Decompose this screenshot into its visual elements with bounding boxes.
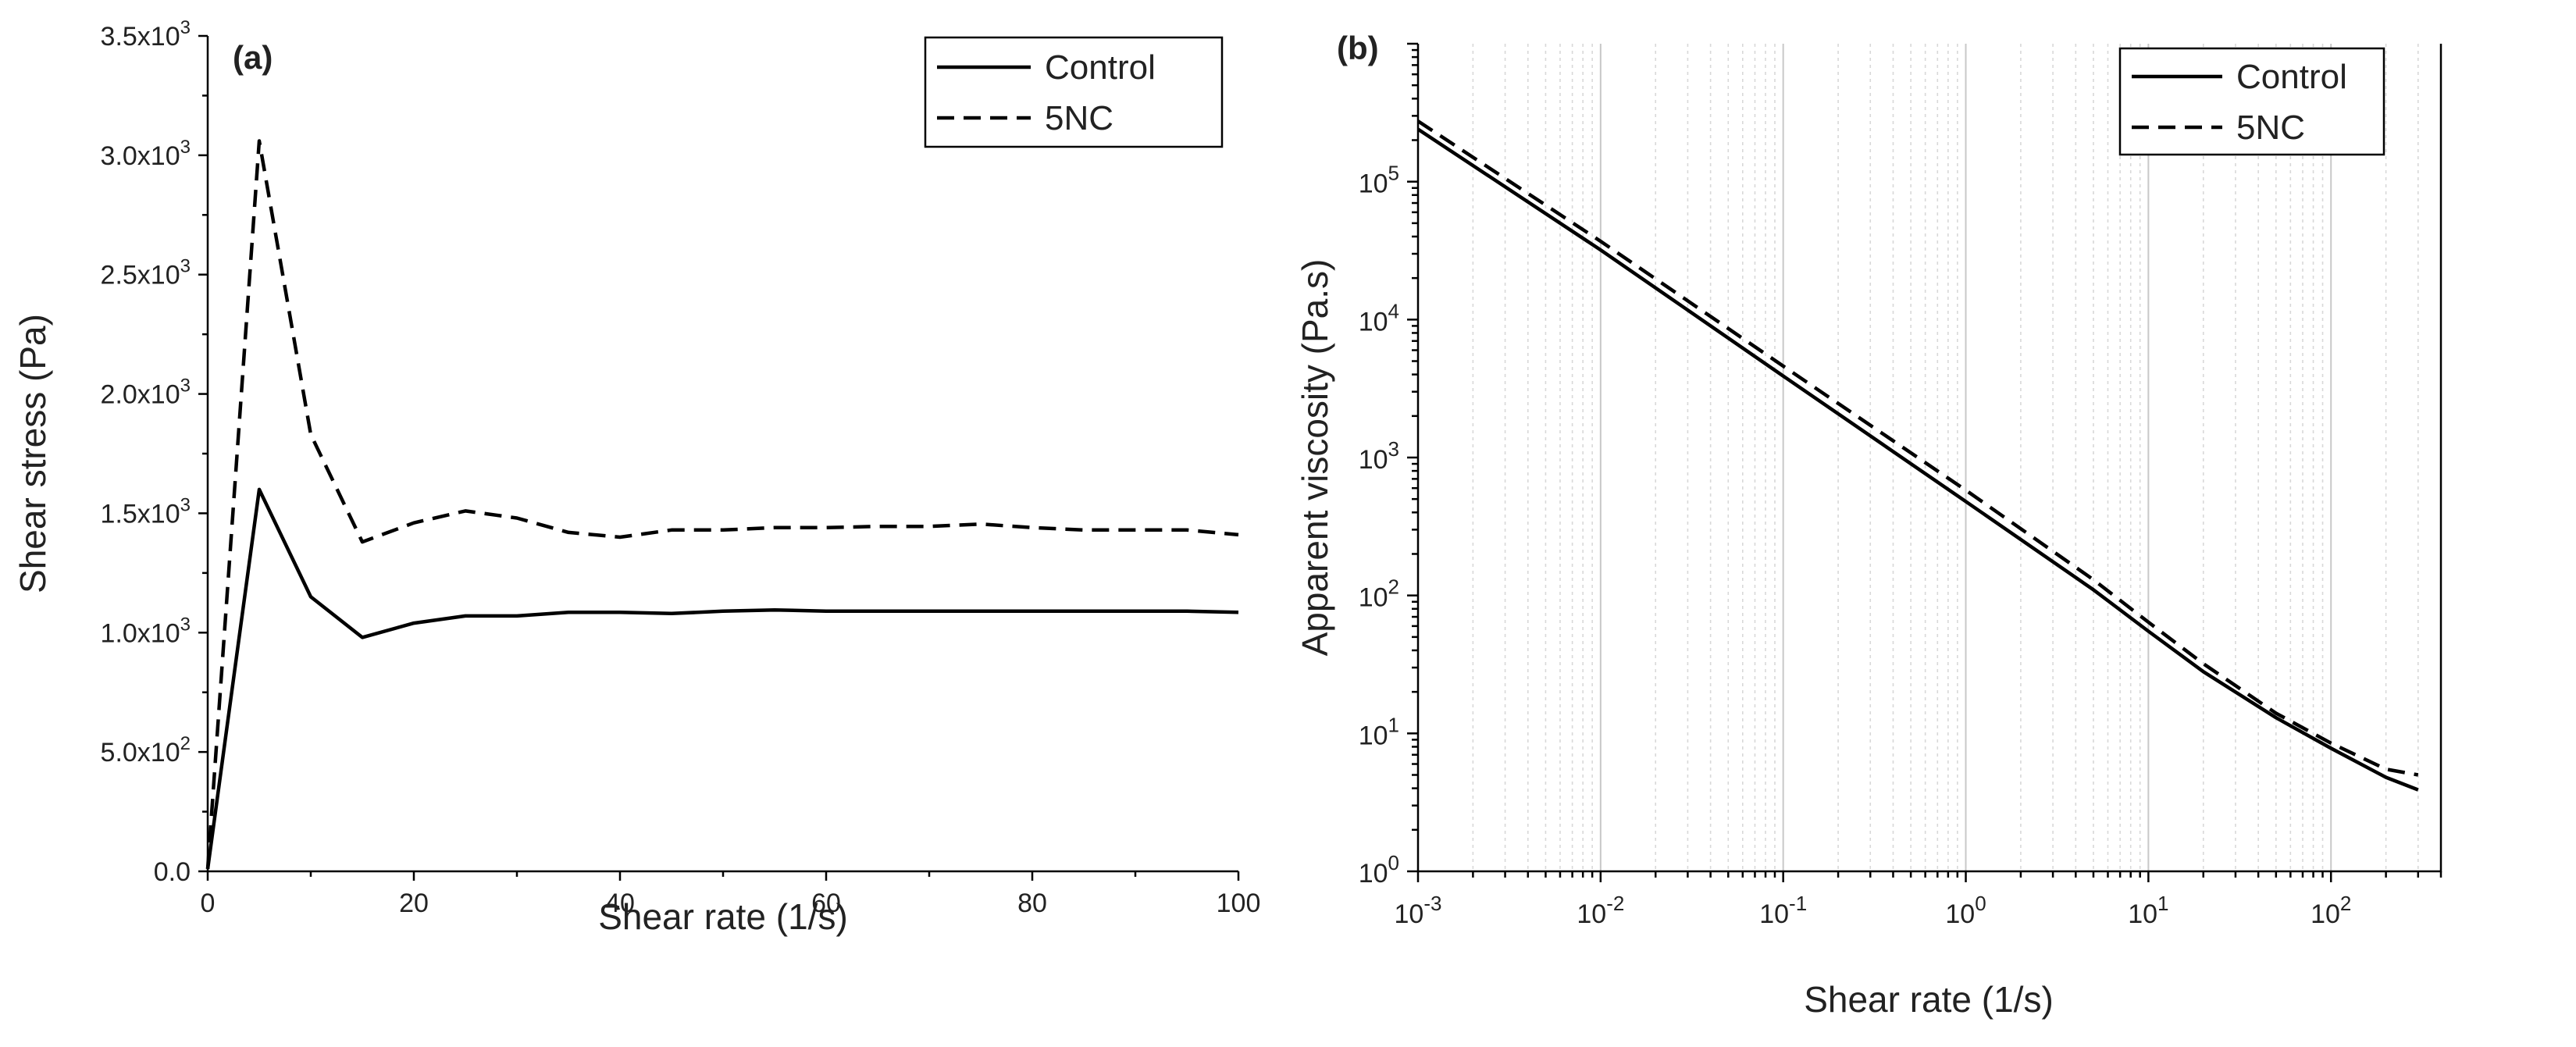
- panel-b-ticks: 10-3 10-2 10-1 100 101 102 100 101 102 103 104 105: [1359, 42, 2442, 929]
- panel-a-y-tick-label: 1.0x103: [101, 614, 191, 648]
- panel-a-x-axis-title: Shear rate (1/s): [598, 896, 848, 937]
- panel-b-y-tick-label: 103: [1359, 437, 1399, 475]
- panel-a-legend: Control 5NC: [924, 36, 1224, 148]
- panel-a-series-line-control: [205, 487, 1239, 870]
- panel-a-ticks: 0 20 40 60 80 100 0.0 5.0x102 1.0x103 1.5x103 2.0x…: [101, 17, 1261, 918]
- panel-a-y-tick-label: 2.5x103: [101, 256, 191, 290]
- panel-b-label: (b): [1337, 30, 1379, 66]
- panel-a-series-line-5nc: [205, 139, 1239, 870]
- panel-b-viscosity-chart: 10-3 10-2 10-1 100 101 102100101102103104105 …: [1295, 30, 2442, 1020]
- panel-a-legend-box: [924, 36, 1224, 148]
- panel-a-y-tick-label: 1.5x103: [101, 494, 191, 529]
- panel-b-x-tick-label: 10-2: [1577, 892, 1624, 929]
- panel-a-x-tick-label: 20: [399, 889, 429, 918]
- panel-b-y-tick-label: 100: [1359, 851, 1399, 889]
- panel-b-x-tick-label: 101: [2128, 892, 2168, 929]
- panel-b-legend: Control 5NC: [2118, 47, 2385, 156]
- panel-b-x-tick-label: 10-3: [1395, 892, 1442, 929]
- panel-a-y-tick-label: 5.0x102: [101, 733, 191, 767]
- panel-b-y-tick-label: 104: [1359, 299, 1399, 337]
- panel-b-series-line-control: [1416, 127, 2419, 792]
- panel-a-legend-label-control: Control: [1045, 48, 1156, 87]
- panel-b-x-tick-label: 100: [1945, 892, 1986, 929]
- panel-a-shear-stress-chart: 0 20 40 60 80 100 0.0 5.0x102 1.0x103 1.5x103 2.0x…: [12, 17, 1260, 937]
- panel-a-x-tick-label: 80: [1017, 889, 1047, 918]
- panel-a-y-tick-label: 2.0x103: [101, 376, 191, 410]
- panel-b-x-tick-label: 102: [2311, 892, 2351, 929]
- panel-b-x-tick-label: 10-1: [1759, 892, 1807, 929]
- panel-b-plot-frame: [1416, 44, 2442, 873]
- panel-a-x-tick-label: 60: [811, 889, 841, 918]
- panel-a-x-tick-label: 0: [201, 889, 216, 918]
- panel-b-y-tick-label: 102: [1359, 575, 1399, 613]
- panel-b-y-tick-label: 105: [1359, 162, 1399, 199]
- panel-b-series: [1416, 119, 2419, 792]
- panel-a-y-tick-label: 0.0: [154, 857, 191, 887]
- panel-b-series-line-5nc: [1416, 119, 2419, 777]
- panel-a-y-tick-label: 3.5x103: [101, 17, 191, 52]
- panel-a-plot-frame: [206, 36, 1238, 873]
- panel-b-legend-label-control: Control: [2236, 58, 2347, 96]
- panel-a-y-axis-title: Shear stress (Pa): [12, 314, 53, 593]
- panel-b-grid: [1472, 44, 2442, 871]
- panel-b-x-axis-title: Shear rate (1/s): [1804, 979, 2054, 1020]
- panel-a-label: (a): [233, 39, 273, 76]
- panel-a-x-tick-label: 100: [1217, 889, 1261, 918]
- panel-b-y-tick-label: 101: [1359, 713, 1399, 750]
- panel-b-legend-label-5nc: 5NC: [2236, 109, 2305, 147]
- panel-b-y-axis-title: Apparent viscosity (Pa.s): [1295, 259, 1335, 657]
- panel-a-legend-label-5nc: 5NC: [1045, 99, 1113, 137]
- panel-a-y-tick-label: 3.0x103: [101, 137, 191, 171]
- panel-a-x-tick-label: 40: [605, 889, 635, 918]
- panel-b-legend-box: [2118, 47, 2385, 156]
- panel-a-series: [205, 139, 1239, 870]
